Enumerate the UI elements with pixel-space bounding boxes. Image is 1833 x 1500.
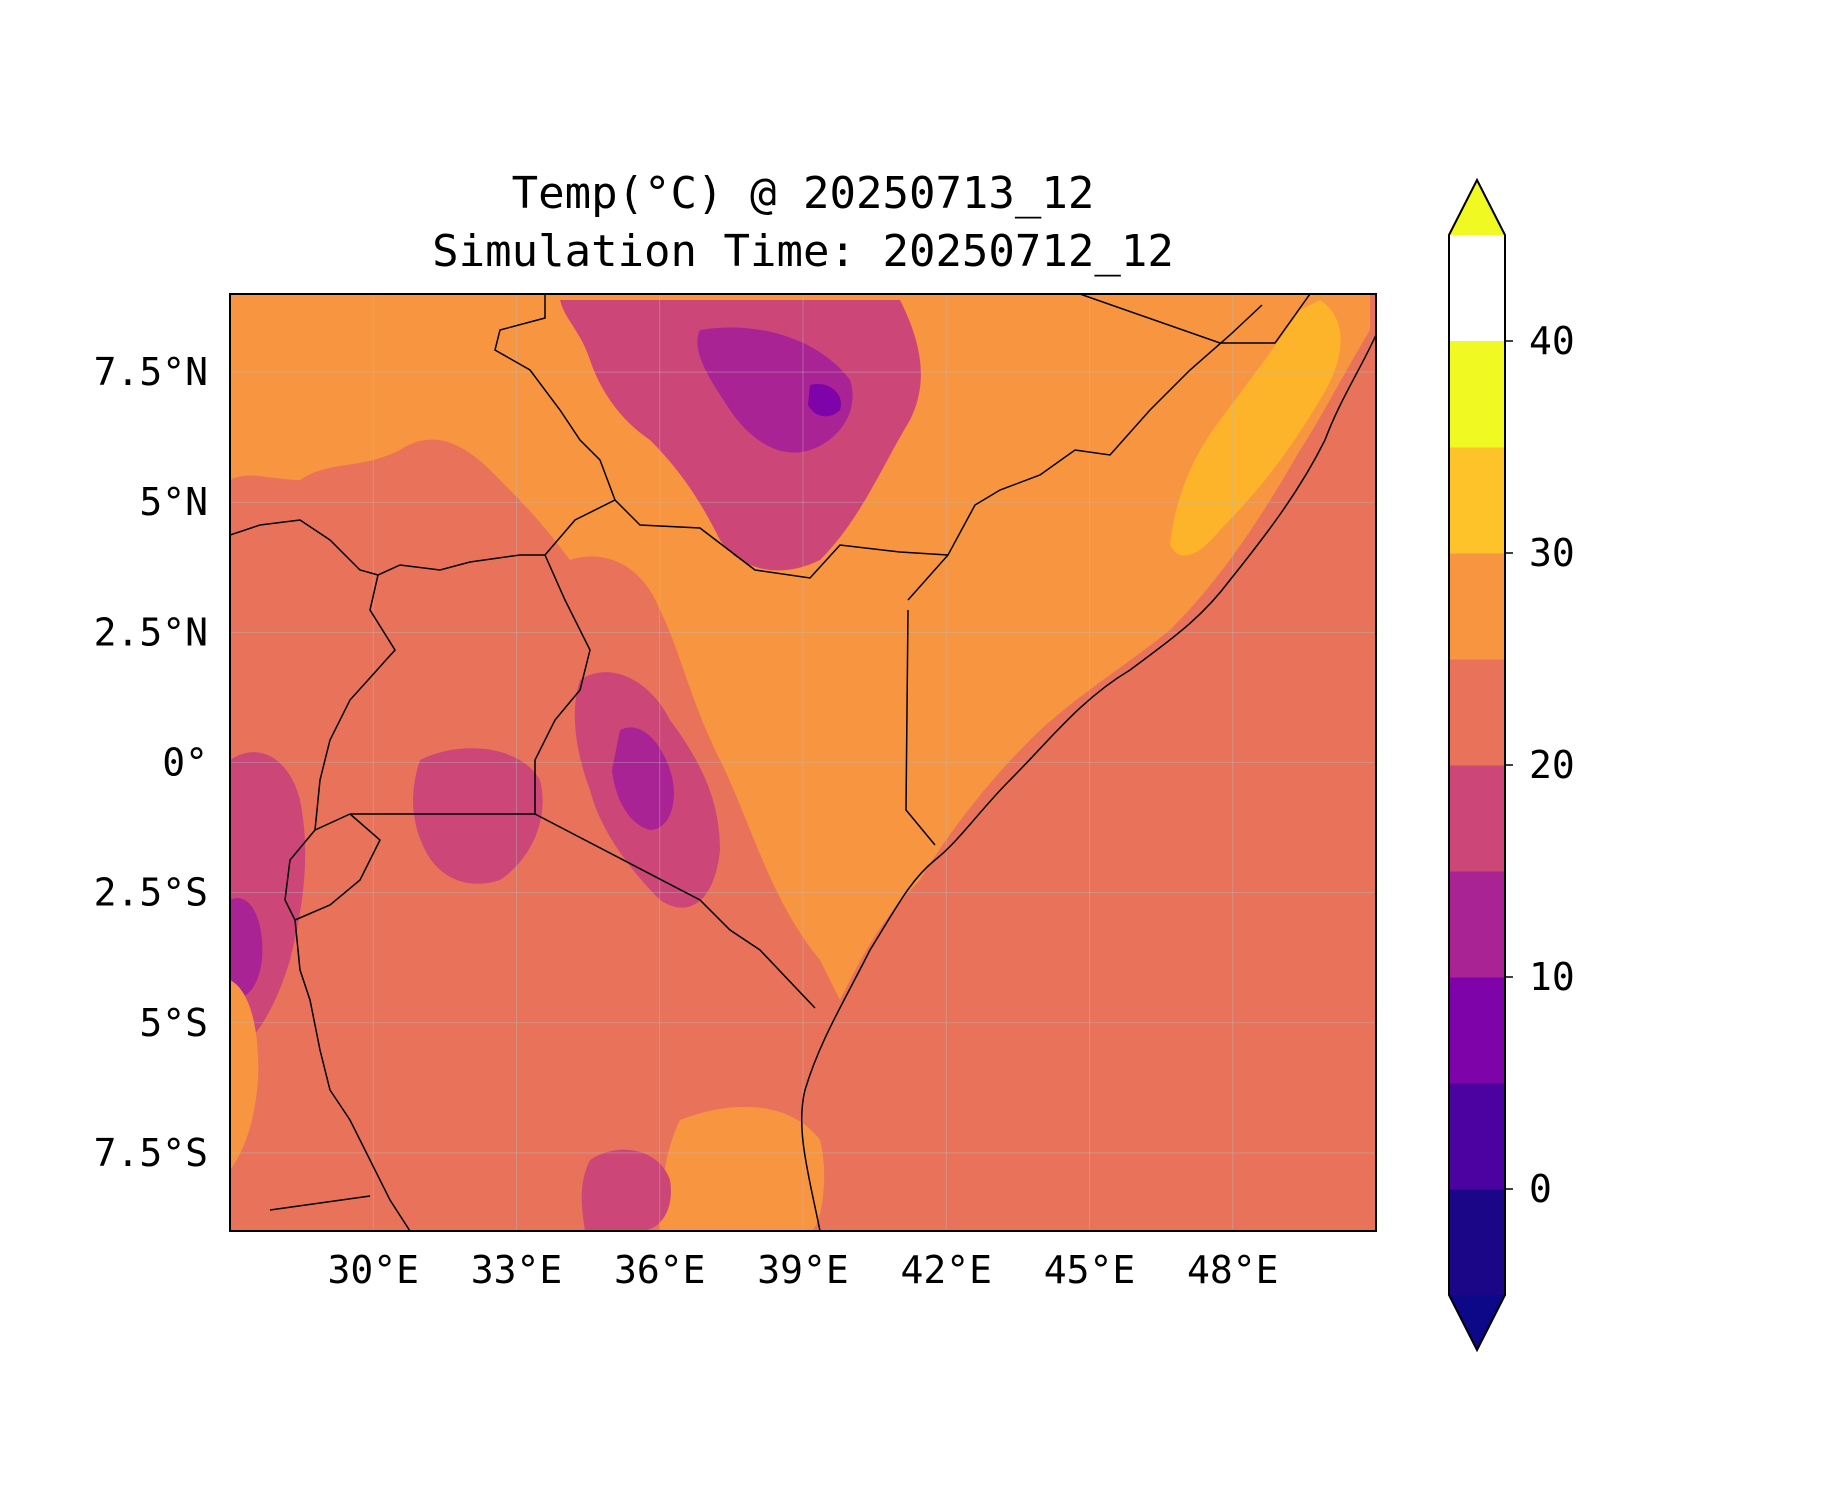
- y-tick-label: 5°S: [139, 1001, 208, 1045]
- contour-hot-somalia: [1170, 300, 1341, 556]
- contour-southwest-warm: [230, 980, 259, 1170]
- x-tick-label: 42°E: [900, 1248, 992, 1292]
- y-tick-label: 0°: [162, 741, 208, 785]
- border-rwanda-burundi: [284, 813, 381, 921]
- x-tick-label: 48°E: [1187, 1248, 1279, 1292]
- colorbar-segment: [1449, 553, 1505, 660]
- x-tick-label: 36°E: [614, 1248, 706, 1292]
- y-tick-label: 2.5°S: [94, 871, 208, 915]
- contour-lake-victoria-region: [413, 748, 543, 884]
- colorbar-segment: [1449, 659, 1505, 766]
- colorbar-tick-label: 0: [1529, 1167, 1552, 1211]
- x-tick-label: 33°E: [471, 1248, 563, 1292]
- border-tanzania-zambia: [269, 1195, 371, 1211]
- border-kenya-ethiopia: [544, 499, 949, 579]
- colorbar-segment: [1449, 1189, 1505, 1296]
- border-ethiopia-somalia-north: [1079, 294, 1311, 344]
- colorbar: 0 10 20 30 40: [1448, 177, 1575, 1353]
- contour-south-tanzania-warm: [660, 1106, 825, 1231]
- colorbar-segment: [1449, 977, 1505, 1084]
- colorbar-extend-top: [1449, 180, 1505, 235]
- contour-south-tanzania-cool: [581, 1149, 671, 1231]
- x-axis-ticks: 30°E 33°E 36°E 39°E 42°E 45°E 48°E: [327, 1248, 1278, 1292]
- border-ethiopia-sudan: [494, 294, 616, 501]
- colorbar-outline: [1448, 177, 1506, 1353]
- x-tick-label: 45°E: [1044, 1248, 1136, 1292]
- colorbar-extend-bottom: [1449, 1295, 1505, 1350]
- border-uganda-kenya: [534, 554, 591, 814]
- y-tick-label: 7.5°N: [94, 350, 208, 394]
- contour-ethiopian-highlands-cold: [808, 384, 841, 417]
- temperature-field: [230, 294, 1370, 1231]
- title-line-2: Simulation Time: 20250712_12: [432, 226, 1174, 277]
- colorbar-segment: [1449, 447, 1505, 554]
- x-tick-label: 39°E: [757, 1248, 849, 1292]
- y-tick-label: 7.5°S: [94, 1131, 208, 1175]
- colorbar-segment: [1449, 765, 1505, 872]
- y-axis-ticks: 7.5°N 5°N 2.5°N 0° 2.5°S 5°S 7.5°S: [94, 350, 208, 1175]
- contour-western-rift-cool: [230, 898, 263, 1000]
- colorbar-segment: [1449, 1083, 1505, 1190]
- colorbar-tick-label: 10: [1529, 955, 1575, 999]
- map-frame: [229, 293, 1377, 1232]
- contour-kenya-highlands-cool: [612, 727, 674, 830]
- title-line-1: Temp(°C) @ 20250713_12: [512, 168, 1095, 219]
- border-tanzania-west: [294, 919, 411, 1231]
- map-area: [229, 293, 1377, 1232]
- border-kenya-somalia-south: [905, 609, 936, 846]
- gridlines: [230, 294, 1376, 1231]
- border-kenya-somalia: [907, 304, 1263, 601]
- colorbar-tick-label: 20: [1529, 743, 1575, 787]
- colorbar-tick-label: 40: [1529, 319, 1575, 363]
- border-south-sudan: [230, 519, 545, 576]
- contour-warm-north: [230, 294, 1370, 1000]
- y-tick-label: 5°N: [139, 480, 208, 524]
- y-tick-label: 2.5°N: [94, 610, 208, 654]
- colorbar-segment: [1449, 871, 1505, 978]
- coastline-east-africa: [800, 334, 1376, 1231]
- contour-ethiopian-highlands-cool: [697, 327, 853, 453]
- border-kenya-tanzania: [534, 813, 816, 1009]
- x-tick-label: 30°E: [327, 1248, 419, 1292]
- country-borders: [230, 294, 1376, 1231]
- border-drc-uganda: [314, 574, 396, 832]
- colorbar-tick-label: 30: [1529, 531, 1575, 575]
- colorbar-segment: [1449, 341, 1505, 448]
